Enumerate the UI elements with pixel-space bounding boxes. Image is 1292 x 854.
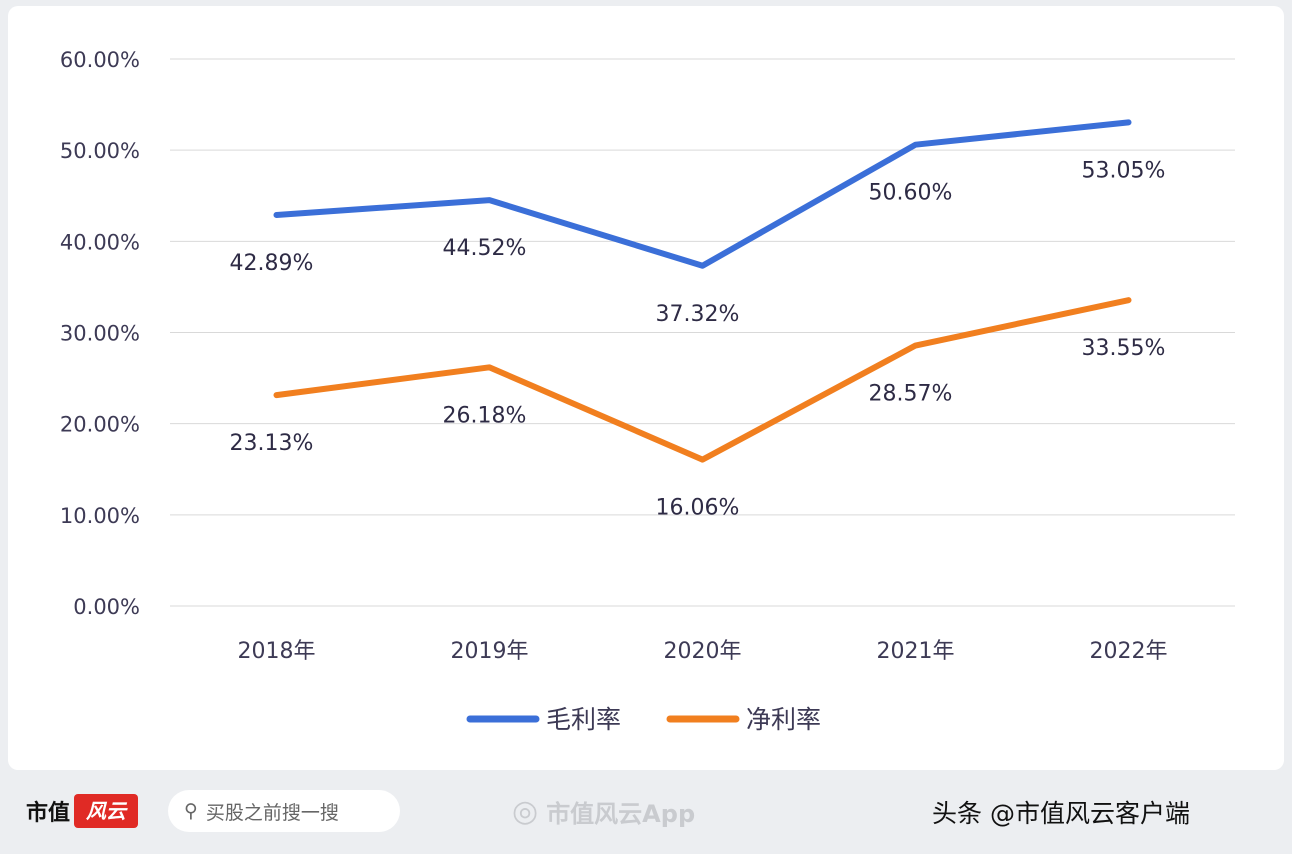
brand-logo: 市值 风云	[26, 794, 139, 828]
data-label: 33.55%	[1082, 336, 1166, 361]
y-tick-label: 20.00%	[60, 413, 140, 437]
data-label: 53.05%	[1082, 158, 1166, 183]
x-tick-label: 2020年	[664, 639, 742, 664]
brand-badge: 风云	[74, 794, 139, 828]
legend-label: 净利率	[746, 705, 821, 734]
data-label: 23.13%	[230, 431, 314, 456]
data-label: 44.52%	[443, 236, 527, 261]
data-label: 28.57%	[869, 382, 953, 407]
y-tick-label: 50.00%	[60, 139, 140, 163]
data-label: 26.18%	[443, 403, 527, 428]
line-chart: 0.00% 10.00% 20.00% 30.00% 40.00% 50.00% 60.00…	[60, 48, 1235, 734]
series-line-1	[273, 119, 1132, 269]
search-box[interactable]: ⚲ 买股之前搜一搜	[168, 790, 400, 832]
x-tick-label: 2019年	[451, 639, 529, 664]
search-icon: ⚲	[184, 800, 198, 822]
weibo-icon: ◎	[512, 794, 539, 829]
y-tick-label: 0.00%	[73, 595, 140, 619]
brand-text: 市值	[26, 801, 71, 826]
data-label: 37.32%	[656, 302, 740, 327]
search-placeholder: 买股之前搜一搜	[205, 801, 339, 824]
weibo-label: 市值风云App	[546, 800, 696, 828]
x-tick-label: 2021年	[877, 639, 955, 664]
legend-label: 毛利率	[546, 705, 621, 734]
data-label: 50.60%	[869, 181, 953, 206]
chart-card	[8, 6, 1284, 770]
y-tick-label: 40.00%	[60, 230, 140, 254]
y-tick-label: 30.00%	[60, 322, 140, 346]
x-tick-label: 2022年	[1090, 639, 1168, 664]
data-label: 16.06%	[656, 496, 740, 521]
data-label: 42.89%	[230, 251, 314, 276]
y-tick-label: 10.00%	[60, 504, 140, 528]
series-line-2	[273, 297, 1132, 463]
toutiao-label: 头条 @市值风云客户端	[932, 799, 1190, 828]
x-tick-label: 2018年	[238, 639, 316, 664]
y-tick-label: 60.00%	[60, 48, 140, 72]
weibo-watermark: ◎ 市值风云App	[512, 794, 695, 829]
